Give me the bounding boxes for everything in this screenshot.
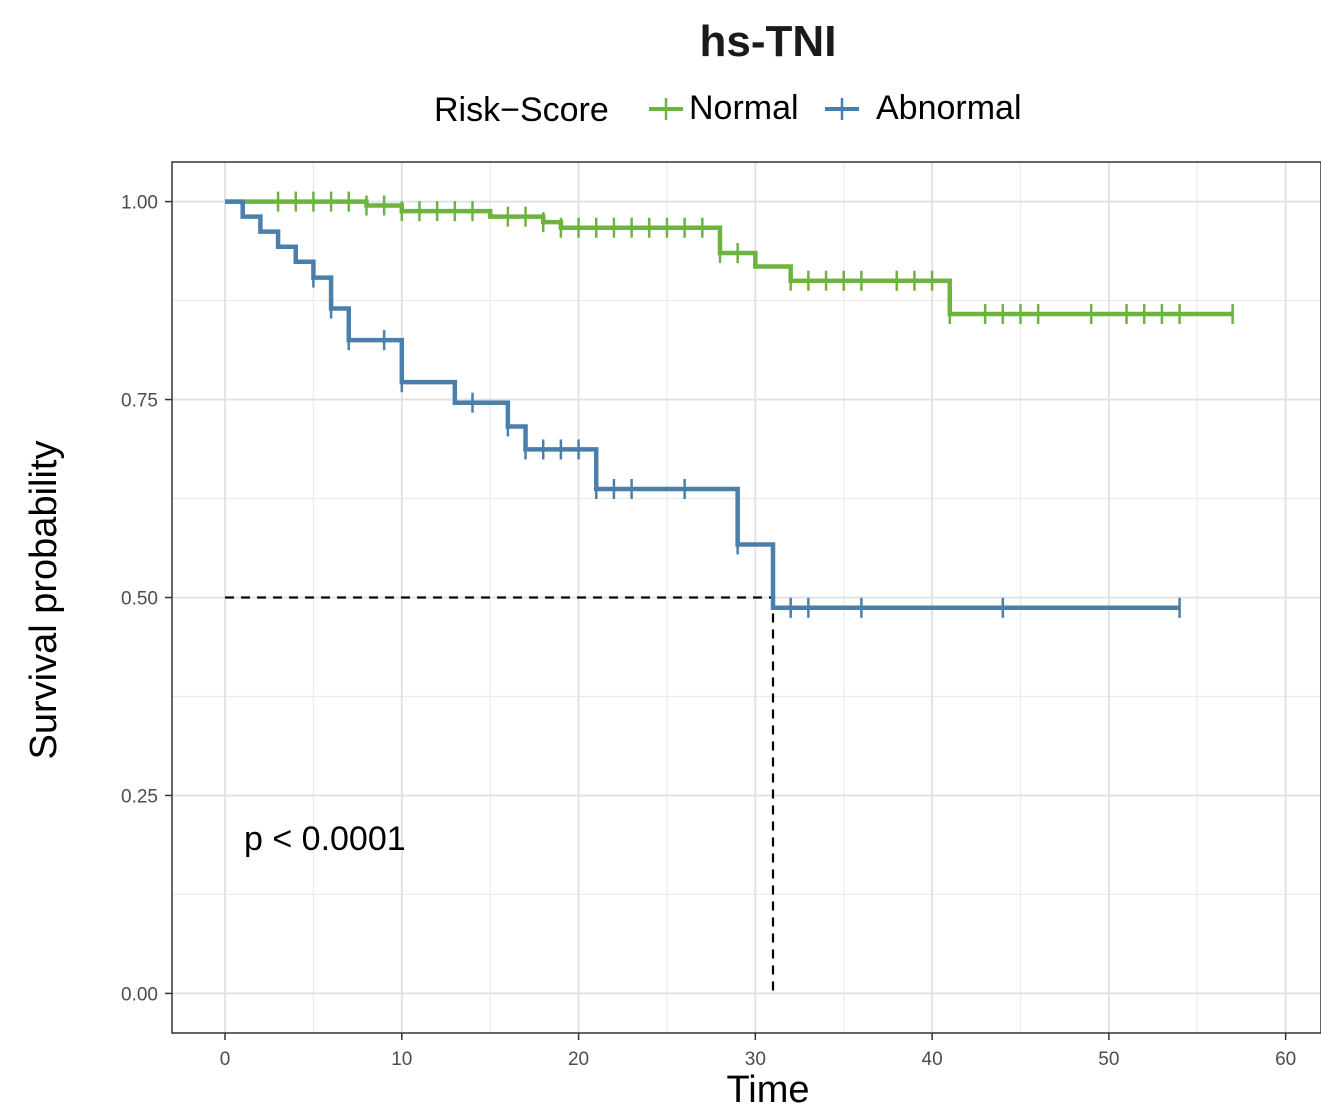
legend-title: Risk−Score	[434, 91, 609, 129]
y-tick-label: 0.25	[121, 786, 158, 807]
y-tick-label: 1.00	[121, 193, 158, 214]
y-tick-label: 0.75	[121, 391, 158, 412]
y-axis-title: Survival probability	[23, 441, 65, 760]
legend-label-abnormal: Abnormal	[876, 89, 1022, 127]
y-tick-label: 0.50	[121, 589, 158, 610]
x-tick-label: 0	[220, 1049, 231, 1070]
median-lines	[225, 596, 775, 994]
p-value-annotation: p < 0.0001	[244, 820, 406, 858]
x-axis-title: Time	[726, 1069, 809, 1111]
x-tick-label: 60	[1275, 1049, 1296, 1070]
x-tick-label: 40	[922, 1049, 943, 1070]
chart-title: hs-TNI	[700, 17, 837, 66]
y-axis: 0.00 0.25 0.50 0.75 1.00	[121, 193, 172, 1005]
x-axis: 0 10 20 30 40 50 60	[220, 1033, 1296, 1070]
legend-label-normal: Normal	[689, 89, 799, 127]
x-tick-label: 20	[568, 1049, 589, 1070]
series-layer	[225, 191, 1234, 618]
survival-curve-abnormal	[225, 199, 1180, 611]
x-tick-label: 10	[391, 1049, 412, 1070]
y-tick-label: 0.00	[121, 984, 158, 1005]
x-tick-label: 30	[745, 1049, 766, 1070]
legend: Risk−Score Normal Abnormal	[434, 89, 1022, 129]
x-tick-label: 50	[1098, 1049, 1119, 1070]
